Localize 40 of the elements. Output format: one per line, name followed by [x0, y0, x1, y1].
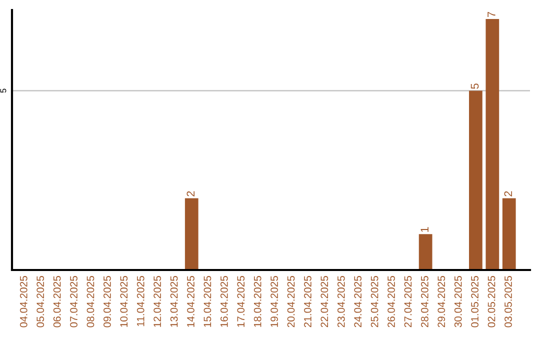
x-tick-label: 12.04.2025 — [154, 276, 162, 327]
data-label: 2 — [504, 191, 512, 196]
x-tick-label: 16.04.2025 — [220, 276, 228, 327]
x-tick-label: 22.04.2025 — [320, 276, 328, 328]
x-tick-label: 04.04.2025 — [20, 276, 28, 328]
x-tick-label: 17.04.2025 — [237, 276, 245, 327]
x-tick-label: 26.04.2025 — [388, 276, 395, 328]
x-tick-label: 27.04.2025 — [404, 276, 412, 328]
x-tick-label: 23.04.2025 — [337, 276, 345, 328]
x-tick-label: 13.04.2025 — [170, 276, 178, 327]
x-tick-label: 07.04.2025 — [70, 276, 78, 328]
x-tick-label: 08.04.2025 — [86, 276, 94, 328]
x-tick-label: 14.04.2025 — [187, 276, 194, 327]
data-label: 1 — [420, 227, 428, 232]
x-tick-label: 25.04.2025 — [370, 276, 378, 328]
x-tick-label: 21.04.2025 — [304, 276, 312, 328]
x-tick-label: 03.05.2025 — [504, 276, 512, 328]
data-label: 5 — [470, 84, 479, 89]
x-tick-label: 10.04.2025 — [120, 276, 128, 327]
bar — [486, 18, 500, 270]
x-tick-label: 09.04.2025 — [104, 276, 111, 328]
x-tick-label: 11.04.2025 — [136, 276, 144, 326]
x-tick-label: 30.04.2025 — [454, 276, 462, 328]
x-tick-label: 20.04.2025 — [287, 276, 295, 328]
x-tick-label: 28.04.2025 — [420, 276, 428, 328]
x-tick-label: 15.04.2025 — [204, 276, 212, 327]
x-tick-label: 05.04.2025 — [36, 276, 44, 328]
bar — [469, 90, 482, 270]
x-tick-label: 24.04.2025 — [354, 276, 362, 328]
x-tick-label: 01.05.2025 — [471, 276, 478, 328]
x-tick-label: 29.04.2025 — [438, 276, 446, 328]
bar — [184, 198, 198, 270]
x-tick-label: 06.04.2025 — [53, 276, 61, 328]
x-tick-label: 19.04.2025 — [270, 276, 278, 327]
data-label: 2 — [186, 191, 194, 196]
bar — [418, 234, 432, 270]
bar — [502, 198, 516, 270]
x-tick-label: 02.05.2025 — [488, 276, 496, 328]
data-label: 7 — [488, 12, 496, 18]
x-tick-label: 18.04.2025 — [254, 276, 262, 327]
